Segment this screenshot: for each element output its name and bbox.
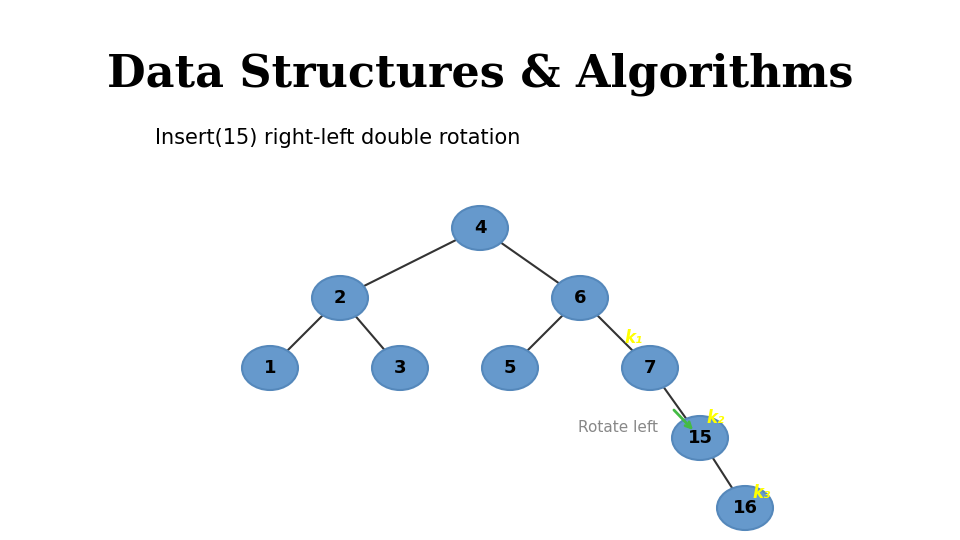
- Ellipse shape: [672, 416, 728, 460]
- Text: 5: 5: [504, 359, 516, 377]
- Text: 15: 15: [687, 429, 712, 447]
- Ellipse shape: [482, 346, 538, 390]
- Text: 7: 7: [644, 359, 657, 377]
- Text: 3: 3: [394, 359, 406, 377]
- Text: 4: 4: [473, 219, 487, 237]
- Ellipse shape: [312, 276, 368, 320]
- Ellipse shape: [622, 346, 678, 390]
- Text: 6: 6: [574, 289, 587, 307]
- Ellipse shape: [552, 276, 608, 320]
- Ellipse shape: [242, 346, 298, 390]
- Text: k₃: k₃: [753, 484, 771, 502]
- Text: Insert(15) right-left double rotation: Insert(15) right-left double rotation: [155, 128, 520, 148]
- Text: Rotate left: Rotate left: [578, 421, 658, 435]
- Text: 1: 1: [264, 359, 276, 377]
- Text: 16: 16: [732, 499, 757, 517]
- Ellipse shape: [717, 486, 773, 530]
- Text: Data Structures & Algorithms: Data Structures & Algorithms: [107, 52, 853, 96]
- Text: k₁: k₁: [625, 329, 643, 347]
- Text: 2: 2: [334, 289, 347, 307]
- Text: k₂: k₂: [707, 409, 725, 427]
- Ellipse shape: [372, 346, 428, 390]
- Ellipse shape: [452, 206, 508, 250]
